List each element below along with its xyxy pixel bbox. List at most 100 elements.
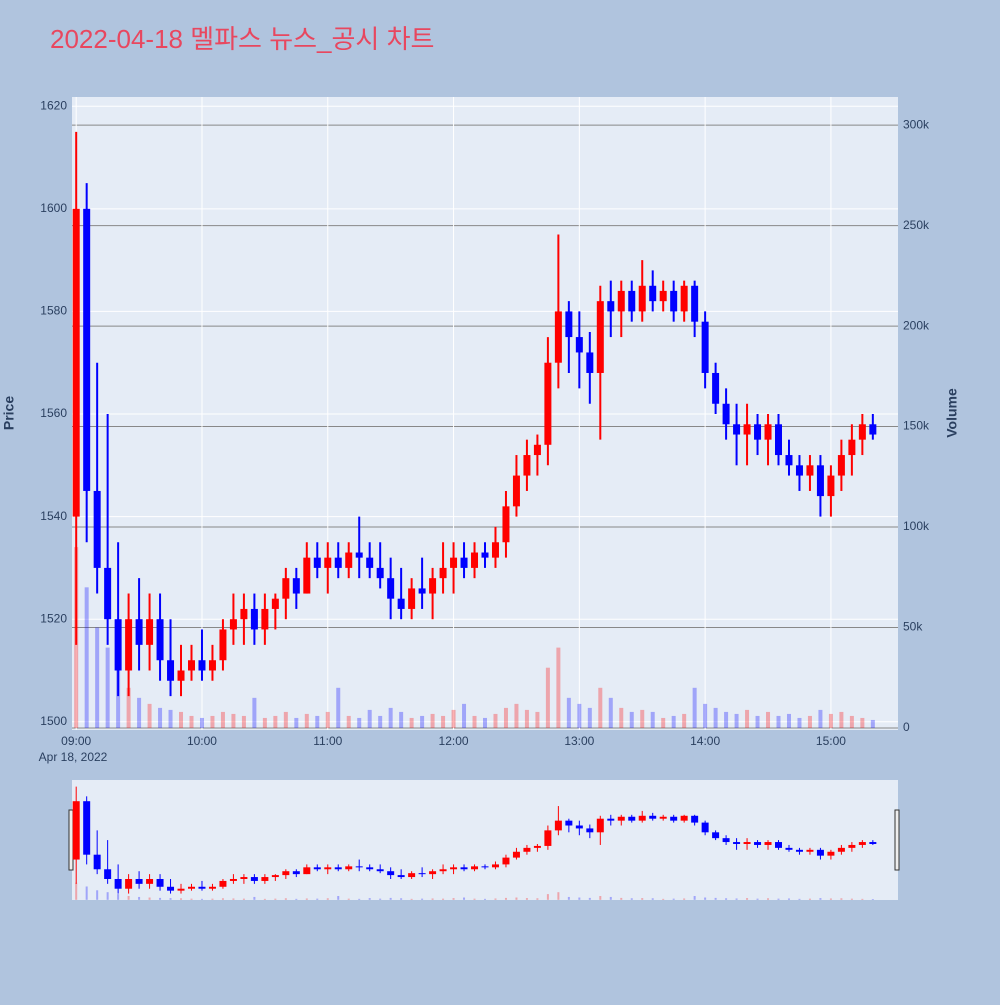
candle-body [775,424,783,456]
slider-candle-body [575,825,583,829]
x-tick-label: 12:00 [439,734,469,748]
candle-body [387,578,395,599]
slider-volume-bar [808,898,811,900]
slider-candle-body [628,816,636,821]
volume-bar [116,667,121,728]
volume-bar [577,703,582,728]
volume-bar [451,709,456,728]
candle-body [83,208,91,491]
slider-candle-body [691,815,699,823]
volume-bar [399,711,404,728]
candle-body [450,557,458,568]
volume-bar [199,717,204,728]
slider-candle-body [785,847,793,850]
slider-candle-body [366,867,374,870]
candle-body [743,424,751,435]
slider-candle-body [701,822,709,833]
candle-body [167,660,175,681]
slider-volume-bar [106,892,109,900]
slider-candle-body [156,878,164,887]
y-tick-label: 1560 [40,406,67,420]
slider-volume-bar [525,898,528,900]
slider-candle-body [387,871,395,876]
candle-body [733,424,741,435]
slider-candle-body [670,816,678,821]
candle-body [125,619,133,671]
volume-bar [462,703,467,728]
slider-candle-body [764,842,772,845]
volume-bar [420,715,425,728]
volume-bar [252,697,257,728]
volume-bar [409,717,414,728]
slider-candle-body [408,873,416,878]
slider-volume-bar [263,898,266,900]
slider-candle-body [208,886,216,889]
candle-body [596,301,604,373]
slider-volume-bar [683,898,686,900]
candle-body [313,557,321,568]
slider-volume-bar [704,897,707,900]
slider-candle-body [324,867,332,870]
slider-volume-bar [295,898,298,900]
slider-volume-bar [536,898,539,900]
volume-bar [472,715,477,728]
range-handle[interactable] [894,809,900,871]
slider-candle-body [795,849,803,852]
slider-volume-bar [787,898,790,900]
slider-volume-bar [756,898,759,900]
candle-body [712,372,720,404]
volume-bar [294,717,299,728]
volume-bar [629,711,634,728]
volume-bar [745,709,750,728]
slider-volume-bar [400,898,403,900]
candle-body [659,290,667,302]
candle-body [324,557,332,568]
volume-bar [860,717,865,728]
volume-bar [388,707,393,728]
volume-bar [315,715,320,728]
slider-volume-bar [379,898,382,900]
candle-body [722,403,730,425]
volume-bar [283,711,288,728]
volume-bar [692,687,697,728]
volume-bar [483,717,487,728]
slider-candle-body [502,857,510,865]
slider-volume-bar [242,898,245,900]
volume-bar [231,713,236,728]
volume-bar [430,713,435,728]
slider-candle-body [596,818,604,833]
y-tick-label: 1620 [40,98,67,112]
volume-bar [189,715,194,728]
slider-candle-body [827,851,835,856]
slider-volume-bar [200,898,203,900]
range-handle[interactable] [68,809,74,871]
volume-bar [514,703,519,728]
slider-volume-bar [253,896,256,900]
slider-candle-body [837,847,845,852]
slider-volume-bar [431,898,434,900]
volume-bar [441,715,446,728]
candle-body [471,552,479,568]
candle-body [502,506,510,543]
candle-body [187,660,195,671]
volume-bar [168,709,173,728]
slider-volume-bar [557,892,560,900]
slider-candle-body [397,875,405,878]
candle-body [586,352,594,373]
candle-body [376,567,384,579]
slider-volume-bar [725,898,728,900]
y-tick-label: 1520 [40,611,67,625]
candle-body [345,552,353,568]
candle-body [575,337,583,353]
candle-body [481,552,489,558]
slider-candle-body [754,842,762,845]
slider-volume-bar [117,894,120,900]
slider-candle-body [93,854,101,870]
slider-volume-bar [326,898,329,900]
slider-candle-body [554,820,562,831]
slider-candle-body [586,828,594,833]
slider-candle-body [167,886,175,891]
candle-body [282,578,290,599]
range-slider[interactable] [72,780,898,900]
